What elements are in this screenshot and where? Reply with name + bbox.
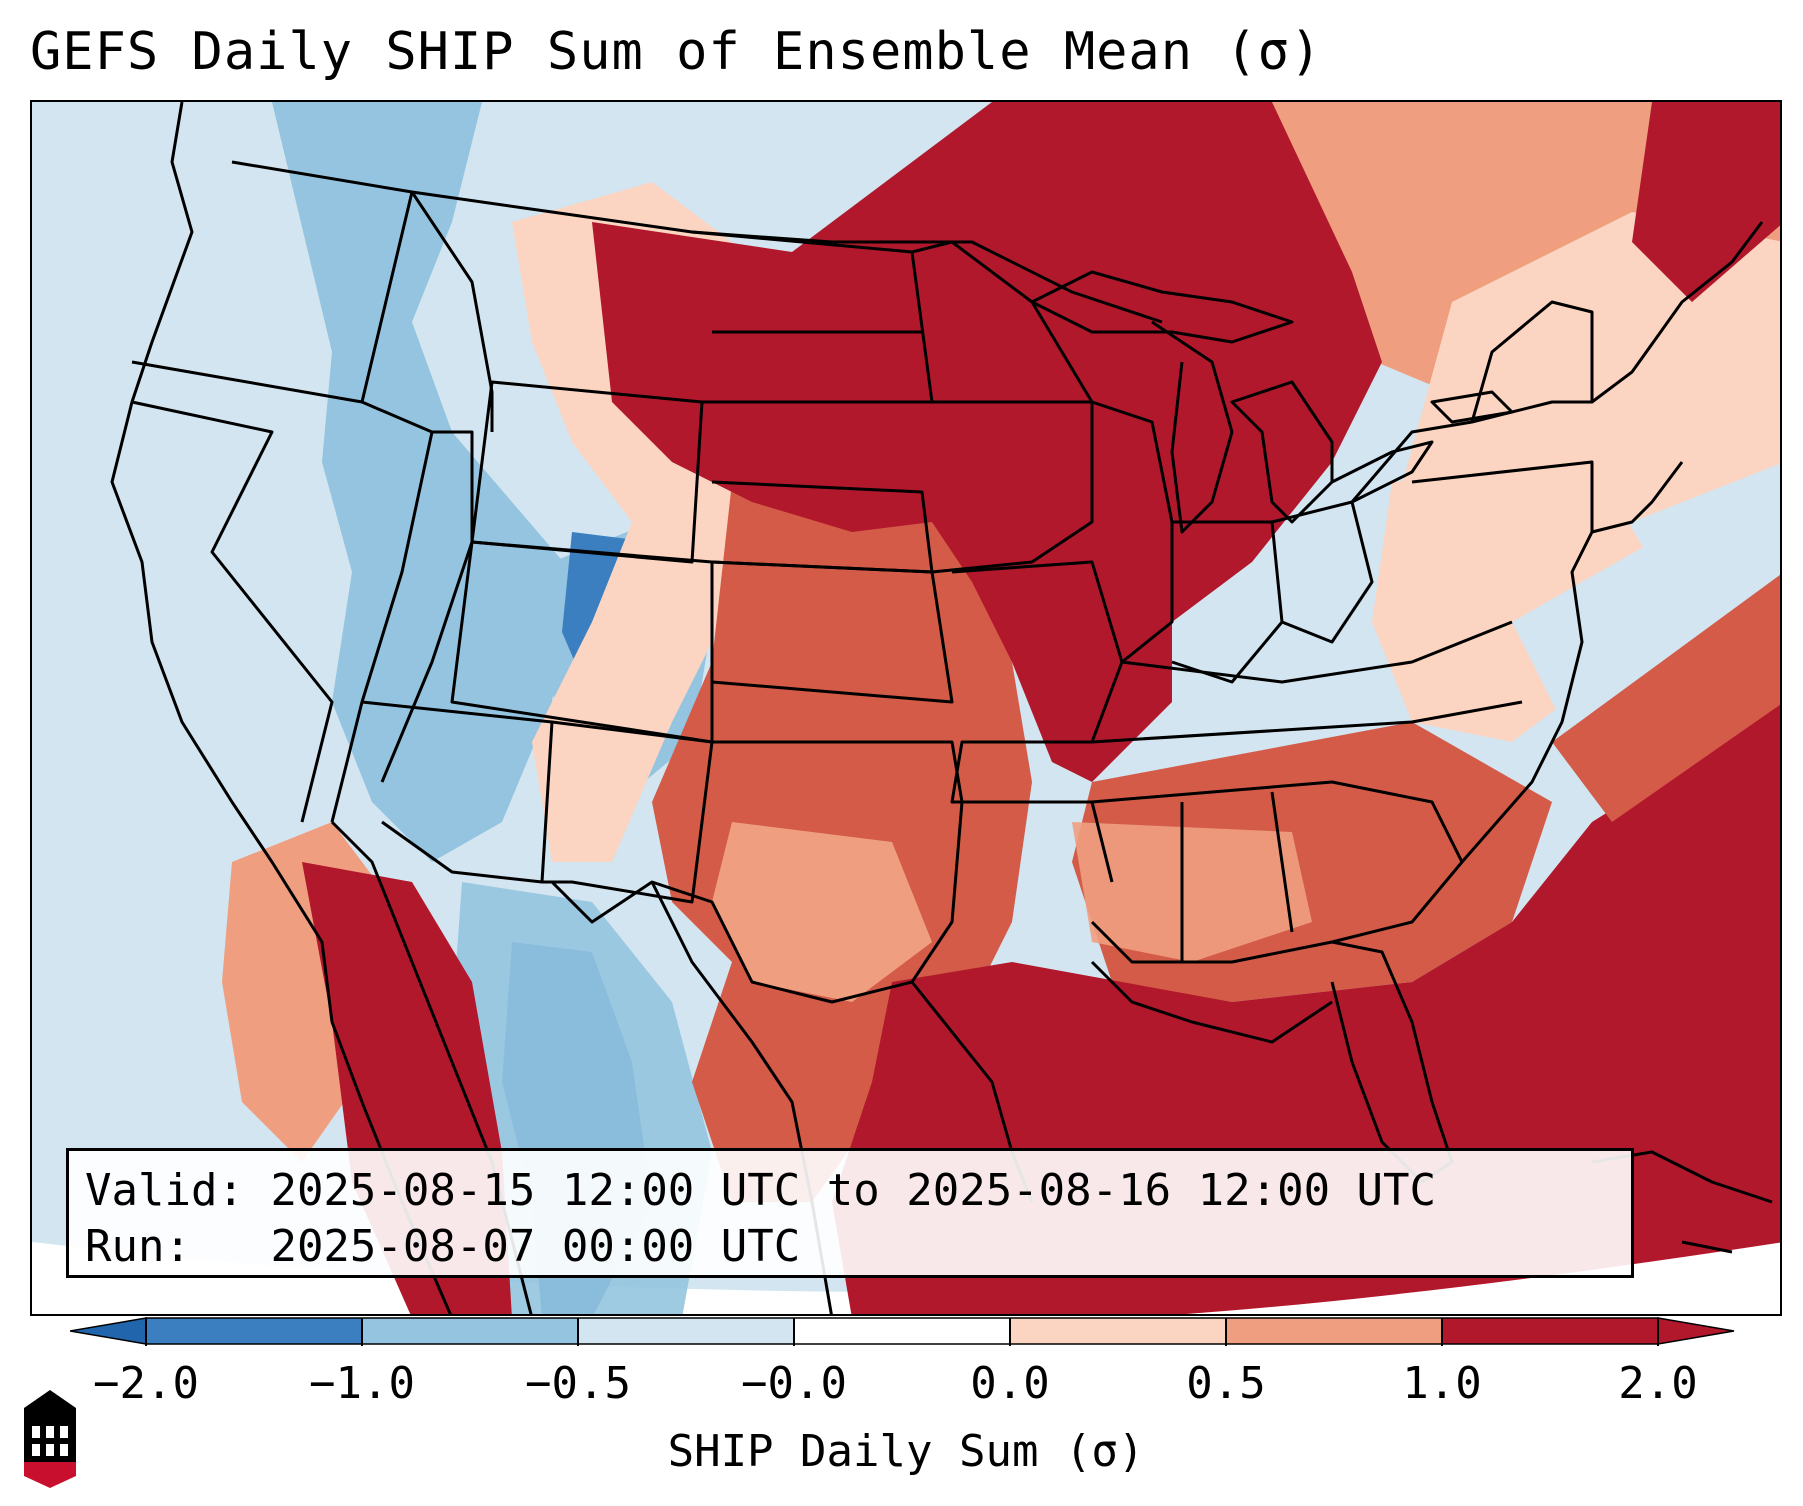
field-east-blue	[1512, 503, 1780, 742]
colorbar-title: SHIP Daily Sum (σ)	[667, 1426, 1145, 1477]
valid-value: 2025-08-15 12:00 UTC to 2025-08-16 12:00…	[270, 1165, 1437, 1216]
field-darkred-ne-coast	[1632, 102, 1780, 302]
lake-erie-ontario	[1331, 390, 1514, 504]
valid-run-box: Valid: 2025-08-15 12:00 UTC to 2025-08-1…	[66, 1148, 1634, 1278]
nevada-border	[330, 400, 434, 823]
logo-tower	[24, 1418, 76, 1464]
valid-label: Valid:	[85, 1165, 244, 1216]
colorbar-tick-label: 0.0	[970, 1358, 1050, 1409]
colorbar-bin-7	[1442, 1318, 1658, 1344]
field-ms-salmon	[1072, 822, 1312, 962]
colorbar-bin-1	[146, 1318, 362, 1344]
colorbar	[70, 1317, 1735, 1346]
map-panel	[30, 100, 1782, 1316]
great-lakes-michigan	[1151, 320, 1334, 534]
colorbar-tick-label: −0.0	[741, 1358, 847, 1409]
colorbar-extend-left	[70, 1317, 147, 1345]
colorbar-tick-label: −0.5	[525, 1358, 631, 1409]
logo-roof	[24, 1390, 76, 1420]
colorbar-tick-label: −1.0	[309, 1358, 415, 1409]
west-coastline	[110, 102, 452, 1314]
colorbar-bin-6	[1226, 1318, 1442, 1344]
field-darkred-north	[592, 102, 1382, 782]
colorbar-tick-label: 0.5	[1186, 1358, 1266, 1409]
nm-box	[542, 720, 714, 904]
idaho-montana	[410, 191, 494, 432]
california-nevada	[131, 400, 334, 823]
colorbar-ticks	[145, 1318, 1659, 1346]
run-value: 2025-08-07 00:00 UTC	[270, 1221, 801, 1272]
map-svg	[32, 102, 1780, 1314]
colorbar-bin-3	[578, 1318, 794, 1344]
oklahoma-texas	[550, 740, 964, 1004]
colorbar-extend-right	[1657, 1317, 1735, 1345]
ohio-ky-tn	[1091, 500, 1523, 744]
missouri-arkansas	[950, 560, 1124, 883]
colorbar-bin-4	[794, 1318, 1010, 1344]
field-darkred-atlantic	[1552, 574, 1780, 822]
anomaly-field	[132, 102, 1780, 1314]
chart-title: GEFS Daily SHIP Sum of Ensemble Mean (σ)	[30, 22, 1323, 82]
niu-logo	[24, 1390, 76, 1488]
kansas	[711, 560, 954, 704]
deep-south	[1090, 780, 1464, 964]
colorbar-bin-2	[362, 1318, 578, 1344]
colorbar-tick-label: 2.0	[1618, 1358, 1698, 1409]
east-coast	[1460, 461, 1684, 863]
northeast-states	[1350, 221, 1764, 532]
dakotas	[691, 230, 934, 404]
colorbar-tick-label: −2.0	[93, 1358, 199, 1409]
colorbar-tick-label: 1.0	[1402, 1358, 1482, 1409]
logo-windows	[32, 1426, 68, 1456]
logo-shield	[24, 1462, 76, 1488]
wyoming-box	[470, 380, 704, 564]
lake-superior	[1030, 270, 1294, 344]
field-texas-salmon	[712, 822, 932, 1002]
colorbar-bin-5	[1010, 1318, 1226, 1344]
run-label: Run:	[85, 1221, 191, 1272]
